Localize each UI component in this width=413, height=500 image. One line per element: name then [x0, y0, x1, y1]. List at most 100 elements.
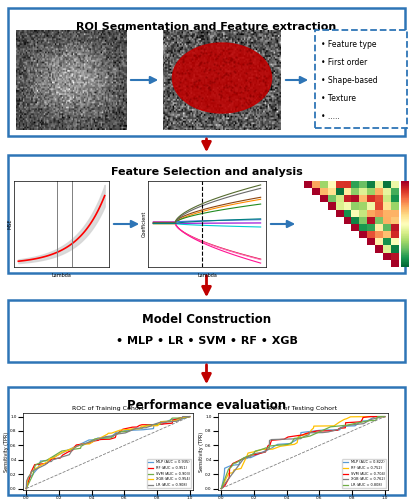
SVM (AUC = 0.903) [158, 421, 163, 427]
LR (AUC = 0.808) [226, 466, 231, 472]
MLP (AUC = 0.822) [298, 433, 303, 439]
LR (AUC = 0.808) [354, 420, 359, 426]
Point [258, 91, 265, 99]
RF (AUC = 0.951) [74, 442, 79, 448]
Text: • Texture: • Texture [321, 94, 356, 103]
Point [205, 83, 212, 91]
SVM (AUC = 0.704) [248, 452, 253, 458]
SVM (AUC = 0.903) [159, 418, 164, 424]
Point [260, 61, 267, 69]
LR (AUC = 0.808) [263, 445, 268, 451]
MLP (AUC = 0.822) [248, 454, 253, 460]
Point [226, 96, 233, 104]
RF (AUC = 0.951) [114, 431, 119, 437]
Point [203, 58, 210, 66]
RF (AUC = 0.752) [219, 486, 224, 492]
XGB (AUC = 0.954) [87, 441, 92, 447]
MLP (AUC = 0.935) [38, 458, 43, 464]
Point [242, 68, 249, 76]
XGB (AUC = 0.762) [317, 430, 322, 436]
Point [197, 50, 203, 58]
XGB (AUC = 0.762) [248, 454, 253, 460]
SVM (AUC = 0.704) [343, 420, 348, 426]
XGB (AUC = 0.954) [167, 418, 172, 424]
Point [176, 69, 183, 77]
LR (AUC = 0.808) [263, 446, 268, 452]
XGB (AUC = 0.954) [178, 416, 183, 422]
LR (AUC = 0.908) [74, 443, 79, 449]
XGB (AUC = 0.762) [382, 414, 387, 420]
RF (AUC = 0.752) [226, 471, 231, 477]
Point [245, 86, 252, 94]
XGB (AUC = 0.954) [137, 426, 142, 432]
Text: Performance evaluation: Performance evaluation [127, 399, 286, 412]
LR (AUC = 0.908) [144, 424, 149, 430]
Point [181, 75, 188, 83]
SVM (AUC = 0.903) [59, 448, 64, 454]
RF (AUC = 0.752) [311, 425, 316, 431]
SVM (AUC = 0.903) [90, 438, 95, 444]
Point [229, 55, 236, 63]
Point [198, 44, 204, 52]
XGB (AUC = 0.954) [51, 455, 56, 461]
SVM (AUC = 0.704) [252, 452, 257, 458]
SVM (AUC = 0.704) [265, 444, 270, 450]
RF (AUC = 0.951) [137, 422, 142, 428]
Point [261, 87, 268, 95]
Point [243, 82, 249, 90]
MLP (AUC = 0.822) [219, 486, 224, 492]
LR (AUC = 0.908) [46, 459, 51, 465]
RF (AUC = 0.951) [134, 424, 139, 430]
MLP (AUC = 0.935) [170, 416, 175, 422]
SVM (AUC = 0.704) [303, 430, 308, 436]
XGB (AUC = 0.954) [178, 416, 183, 422]
MLP (AUC = 0.822) [335, 427, 340, 433]
SVM (AUC = 0.903) [155, 422, 160, 428]
Point [237, 83, 244, 91]
Point [228, 78, 235, 86]
Point [210, 60, 217, 68]
Point [251, 88, 258, 96]
MLP (AUC = 0.822) [373, 414, 378, 420]
Point [223, 54, 230, 62]
RF (AUC = 0.951) [92, 438, 97, 444]
LR (AUC = 0.808) [378, 414, 383, 420]
LR (AUC = 0.808) [375, 414, 380, 420]
Point [226, 82, 233, 90]
RF (AUC = 0.951) [32, 462, 37, 468]
SVM (AUC = 0.704) [268, 440, 273, 446]
Point [231, 58, 238, 66]
Point [249, 92, 256, 100]
Text: • Shape-based: • Shape-based [321, 76, 377, 85]
MLP (AUC = 0.822) [338, 424, 343, 430]
LR (AUC = 0.808) [233, 460, 238, 466]
Point [262, 78, 268, 86]
Point [202, 73, 209, 81]
RF (AUC = 0.752) [342, 416, 347, 422]
Point [263, 86, 270, 94]
LR (AUC = 0.808) [367, 418, 372, 424]
SVM (AUC = 0.704) [343, 424, 348, 430]
SVM (AUC = 0.704) [314, 428, 319, 434]
Point [196, 92, 202, 100]
SVM (AUC = 0.903) [91, 436, 96, 442]
XGB (AUC = 0.762) [251, 451, 256, 457]
MLP (AUC = 0.935) [151, 426, 156, 432]
Point [254, 74, 261, 82]
Point [247, 91, 254, 99]
RF (AUC = 0.951) [50, 456, 55, 462]
XGB (AUC = 0.954) [47, 456, 52, 462]
MLP (AUC = 0.935) [141, 426, 146, 432]
Point [250, 52, 257, 60]
Point [196, 76, 202, 84]
RF (AUC = 0.752) [308, 429, 313, 435]
RF (AUC = 0.951) [28, 469, 33, 475]
Point [216, 90, 223, 98]
Point [218, 94, 225, 102]
Point [224, 84, 231, 92]
LR (AUC = 0.908) [109, 433, 114, 439]
MLP (AUC = 0.822) [365, 418, 370, 424]
XGB (AUC = 0.762) [344, 422, 349, 428]
XGB (AUC = 0.954) [46, 458, 51, 464]
X-axis label: Lambda: Lambda [197, 272, 217, 278]
